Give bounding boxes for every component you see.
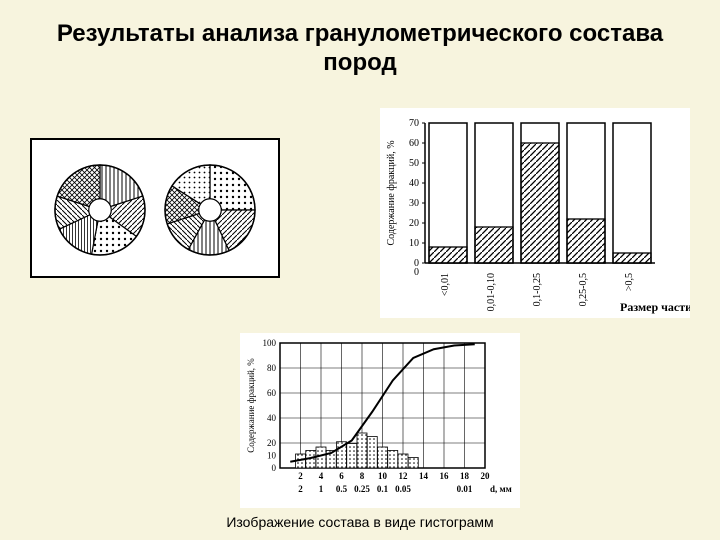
pie-chart-svg [32,140,278,276]
svg-text:0.25: 0.25 [354,484,370,494]
svg-text:70: 70 [409,118,419,129]
svg-text:40: 40 [267,413,277,423]
svg-text:6: 6 [339,471,344,481]
svg-text:100: 100 [263,338,277,348]
svg-text:80: 80 [267,363,277,373]
svg-text:12: 12 [399,471,409,481]
svg-text:Размер частиц,мм: Размер частиц,мм [620,300,690,314]
page-title: Результаты анализа гранулометрического с… [0,0,720,88]
svg-text:10: 10 [409,238,419,249]
svg-text:1: 1 [319,484,324,494]
svg-text:60: 60 [409,138,419,149]
caption-text: Изображение состава в виде гистограмм [0,514,720,530]
curve-chart-panel: 0 20 40 60 80 100 10 2 4 6 8 10 12 14 16 18 20 2 1 0.5 0.25 0… [240,333,520,508]
svg-text:0.1: 0.1 [377,484,389,494]
svg-text:d, мм: d, мм [490,484,512,494]
svg-text:2: 2 [298,484,303,494]
pie-chart-panel [30,138,280,278]
svg-text:16: 16 [440,471,450,481]
svg-text:0,25-0,5: 0,25-0,5 [578,273,589,306]
svg-text:8: 8 [360,471,365,481]
svg-text:>0,5: >0,5 [624,273,635,291]
svg-text:0,1-0,25: 0,1-0,25 [532,273,543,306]
svg-text:40: 40 [409,178,419,189]
svg-text:20: 20 [267,438,277,448]
svg-text:30: 30 [409,198,419,209]
svg-text:0.05: 0.05 [395,484,411,494]
svg-text:0.01: 0.01 [457,484,473,494]
svg-text:60: 60 [267,388,277,398]
svg-text:0.5: 0.5 [336,484,348,494]
svg-text:14: 14 [419,471,429,481]
bar-chart-panel: 0102030405060700Содержание фракций, %<0,… [380,108,690,318]
svg-text:20: 20 [409,218,419,229]
svg-text:0: 0 [414,267,419,278]
svg-text:Содержание фракций, %: Содержание фракций, % [386,140,397,245]
svg-text:10: 10 [267,450,277,460]
svg-text:10: 10 [378,471,388,481]
svg-text:18: 18 [460,471,470,481]
curve-chart-svg: 0 20 40 60 80 100 10 2 4 6 8 10 12 14 16 18 20 2 1 0.5 0.25 0… [240,333,520,508]
svg-text:<0,01: <0,01 [440,273,451,296]
svg-text:4: 4 [319,471,324,481]
svg-text:0: 0 [272,463,277,473]
svg-text:Содержание фракций, %: Содержание фракций, % [246,357,256,452]
bar-chart-svg: 0102030405060700Содержание фракций, %<0,… [380,108,690,318]
svg-text:50: 50 [409,158,419,169]
svg-text:20: 20 [481,471,491,481]
svg-text:0,01-0,10: 0,01-0,10 [486,273,497,311]
chart-area: 0 10 20 30 40 50 60 70 0 Содержание фракций, % <0,… [0,88,720,508]
svg-text:2: 2 [298,471,303,481]
